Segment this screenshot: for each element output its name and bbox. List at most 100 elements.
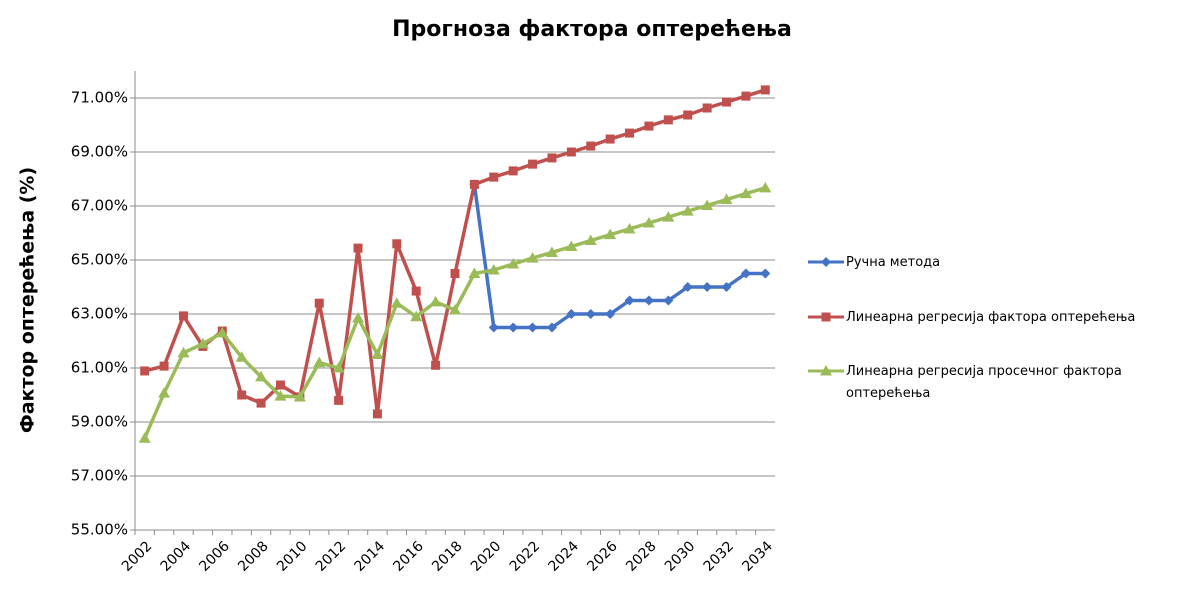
marker: [586, 141, 596, 151]
marker: [760, 85, 770, 95]
marker: [255, 370, 268, 382]
marker: [820, 365, 832, 376]
marker: [566, 147, 576, 157]
marker: [683, 110, 693, 120]
y-tick-label: 67.00%: [71, 197, 128, 215]
marker: [625, 128, 635, 138]
legend-label: Линеарна регресија фактора оптерећења: [846, 310, 1136, 325]
marker: [821, 257, 831, 267]
y-tick-label: 55.00%: [71, 521, 128, 539]
marker: [449, 303, 461, 315]
marker: [663, 115, 673, 125]
x-tick-label: 2022: [507, 538, 544, 575]
x-tick-label: 2028: [623, 538, 660, 575]
marker: [313, 356, 326, 368]
legend-label: Линеарна регресија просечног фактора опт…: [846, 364, 1122, 401]
marker: [644, 121, 654, 131]
marker: [178, 311, 188, 321]
marker: [488, 322, 499, 333]
x-tick-label: 2030: [662, 538, 699, 575]
x-tick-label: 2026: [584, 538, 621, 575]
marker: [371, 348, 384, 359]
marker: [196, 337, 209, 349]
marker: [256, 398, 266, 408]
marker: [662, 211, 675, 222]
marker: [721, 282, 732, 292]
marker: [158, 387, 171, 398]
marker: [739, 187, 752, 199]
y-tick-label: 61.00%: [71, 359, 128, 377]
marker: [332, 362, 345, 373]
marker: [469, 179, 479, 189]
marker: [293, 390, 306, 402]
marker: [584, 234, 597, 246]
marker: [821, 312, 831, 322]
x-tick-label: 2006: [196, 538, 233, 575]
marker: [159, 361, 169, 371]
marker: [334, 395, 344, 405]
legend-swatch: [808, 312, 844, 322]
marker: [760, 268, 771, 279]
marker: [682, 282, 693, 292]
x-tick-label: 2002: [119, 538, 156, 575]
x-tick-label: 2016: [390, 538, 427, 575]
marker: [605, 134, 615, 144]
marker: [274, 390, 287, 401]
marker: [642, 217, 655, 228]
marker: [314, 298, 324, 308]
marker: [390, 297, 403, 308]
x-tick-label: 2034: [739, 538, 776, 575]
x-tick-label: 2018: [429, 538, 466, 575]
marker: [624, 295, 635, 306]
y-tick-label: 65.00%: [71, 251, 128, 269]
marker: [237, 390, 247, 400]
marker: [605, 309, 616, 319]
marker: [759, 181, 772, 193]
y-tick-label: 63.00%: [71, 305, 128, 323]
x-tick-label: 2004: [158, 538, 195, 575]
x-tick-label: 2012: [313, 538, 350, 575]
marker: [702, 103, 712, 113]
marker: [547, 153, 557, 163]
y-axis-title: Фактор оптерећења (%): [17, 167, 39, 433]
x-tick-label: 2024: [546, 538, 583, 575]
y-tick-label: 71.00%: [71, 89, 128, 107]
marker: [526, 252, 539, 263]
marker: [720, 193, 733, 205]
series-line: [472, 184, 766, 330]
marker: [275, 380, 285, 390]
marker: [450, 269, 460, 278]
marker: [643, 295, 654, 306]
y-tick-label: 69.00%: [71, 143, 128, 161]
y-tick-label: 57.00%: [71, 467, 128, 485]
marker: [410, 310, 423, 322]
marker: [352, 312, 365, 323]
marker: [177, 346, 190, 358]
marker: [372, 409, 382, 419]
marker: [546, 322, 557, 333]
marker: [411, 286, 421, 296]
marker: [623, 222, 636, 234]
marker: [468, 267, 481, 278]
marker: [487, 263, 500, 275]
marker: [508, 166, 518, 176]
legend-swatch: [808, 257, 844, 267]
marker: [545, 246, 558, 257]
marker: [528, 159, 538, 169]
marker: [681, 205, 694, 216]
marker: [216, 326, 229, 338]
marker: [527, 322, 538, 333]
marker: [508, 322, 519, 333]
marker: [392, 239, 402, 249]
marker: [565, 240, 578, 251]
marker: [431, 360, 441, 370]
legend-item: Ручна метода: [806, 252, 1176, 274]
series-line: [144, 88, 766, 416]
legend-item: Линеарна регресија просечног фактора опт…: [806, 361, 1176, 405]
x-tick-label: 2008: [235, 538, 272, 575]
legend-swatch: [808, 365, 844, 376]
chart-title: Прогноза фактора оптерећења: [392, 17, 792, 42]
marker: [429, 295, 442, 307]
marker: [701, 199, 714, 210]
